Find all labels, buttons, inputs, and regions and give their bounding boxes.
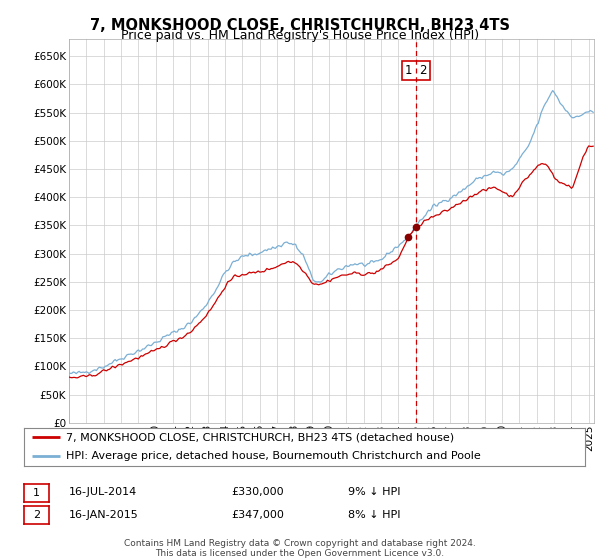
Text: Contains HM Land Registry data © Crown copyright and database right 2024.: Contains HM Land Registry data © Crown c… <box>124 539 476 548</box>
Text: 7, MONKSHOOD CLOSE, CHRISTCHURCH, BH23 4TS (detached house): 7, MONKSHOOD CLOSE, CHRISTCHURCH, BH23 4… <box>66 432 454 442</box>
Text: This data is licensed under the Open Government Licence v3.0.: This data is licensed under the Open Gov… <box>155 549 445 558</box>
Text: 1  2: 1 2 <box>405 64 427 77</box>
Text: 1: 1 <box>33 488 40 498</box>
Text: £330,000: £330,000 <box>231 487 284 497</box>
Text: 9% ↓ HPI: 9% ↓ HPI <box>348 487 401 497</box>
Text: £347,000: £347,000 <box>231 510 284 520</box>
Text: 2: 2 <box>33 510 40 520</box>
Text: 8% ↓ HPI: 8% ↓ HPI <box>348 510 401 520</box>
Text: 16-JUL-2014: 16-JUL-2014 <box>69 487 137 497</box>
Text: 16-JAN-2015: 16-JAN-2015 <box>69 510 139 520</box>
Text: 7, MONKSHOOD CLOSE, CHRISTCHURCH, BH23 4TS: 7, MONKSHOOD CLOSE, CHRISTCHURCH, BH23 4… <box>90 18 510 33</box>
Text: Price paid vs. HM Land Registry's House Price Index (HPI): Price paid vs. HM Land Registry's House … <box>121 29 479 42</box>
Text: HPI: Average price, detached house, Bournemouth Christchurch and Poole: HPI: Average price, detached house, Bour… <box>66 451 481 461</box>
